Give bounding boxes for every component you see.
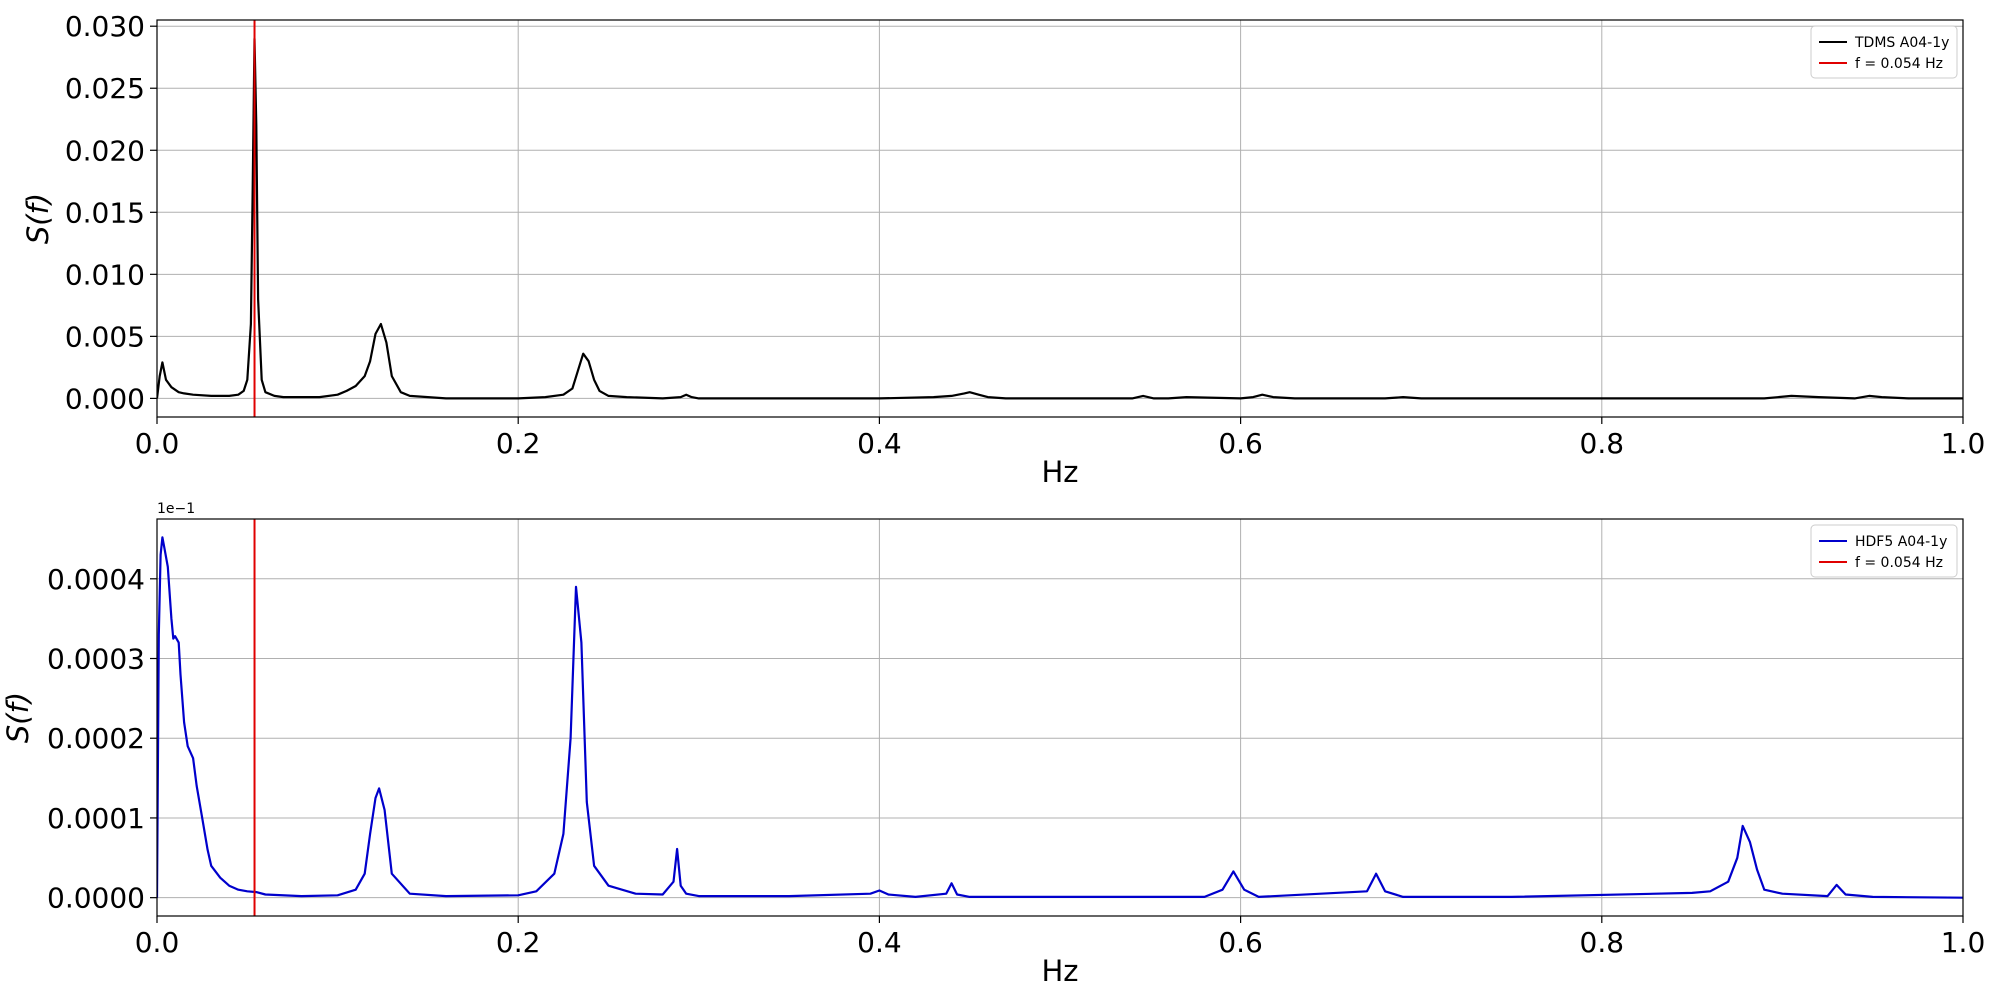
legend-entry-label: HDF5 A04-1y [1855, 534, 1947, 550]
legend-box [1810, 524, 1958, 578]
x-axis-label: Hz [1041, 455, 1078, 489]
x-tick-label: 0.2 [496, 926, 541, 959]
y-tick-label: 0.0003 [47, 643, 145, 676]
y-tick-label: 0.0000 [47, 882, 145, 915]
legend: HDF5 A04-1y f = 0.054 Hz [1810, 524, 1958, 578]
y-axis-label: S(f) [1, 692, 35, 743]
y-axis-label: S(f) [21, 193, 55, 244]
x-tick-label: 1.0 [1941, 427, 1986, 460]
x-tick-label: 1.0 [1941, 926, 1986, 959]
y-tick-label: 0.005 [65, 320, 145, 353]
y-tick-label: 0.025 [65, 72, 145, 105]
x-tick-label: 0.8 [1580, 926, 1625, 959]
y-tick-label: 0.000 [65, 382, 145, 415]
legend: TDMS A04-1y f = 0.054 Hz [1810, 25, 1958, 79]
x-tick-label: 0.0 [135, 926, 180, 959]
legend-entry-label: f = 0.054 Hz [1855, 555, 1943, 571]
y-tick-label: 0.030 [65, 10, 145, 43]
y-tick-label: 0.015 [65, 196, 145, 229]
axis-offset-label: 1e−1 [157, 501, 195, 517]
x-tick-label: 0.4 [857, 926, 902, 959]
x-tick-label: 0.6 [1218, 427, 1263, 460]
x-axis-label: Hz [1041, 954, 1078, 988]
legend-entry-label: f = 0.054 Hz [1855, 56, 1943, 72]
top-chart: 0.0 0.2 0.4 0.6 0.8 1.0 0.000 0.005 0.010 0.015 0.… [21, 10, 1985, 489]
x-tick-label: 0.4 [857, 427, 902, 460]
series-line [157, 536, 1963, 899]
y-tick-label: 0.0001 [47, 802, 145, 835]
legend-entry-label: TDMS A04-1y [1854, 35, 1949, 51]
plot-frame [156, 19, 1964, 418]
bottom-chart: 0.0 0.2 0.4 0.6 0.8 1.0 0.0000 0.0001 0.0002 0.00… [1, 501, 1985, 988]
x-tick-label: 0.0 [135, 427, 180, 460]
legend-box [1810, 25, 1958, 79]
x-tick-label: 0.6 [1218, 926, 1263, 959]
y-tick-label: 0.0002 [47, 722, 145, 755]
plot-frame [156, 518, 1964, 917]
y-tick-label: 0.0004 [47, 563, 145, 596]
x-tick-label: 0.8 [1580, 427, 1625, 460]
x-tick-label: 0.2 [496, 427, 541, 460]
y-tick-label: 0.010 [65, 258, 145, 291]
y-tick-label: 0.020 [65, 134, 145, 167]
